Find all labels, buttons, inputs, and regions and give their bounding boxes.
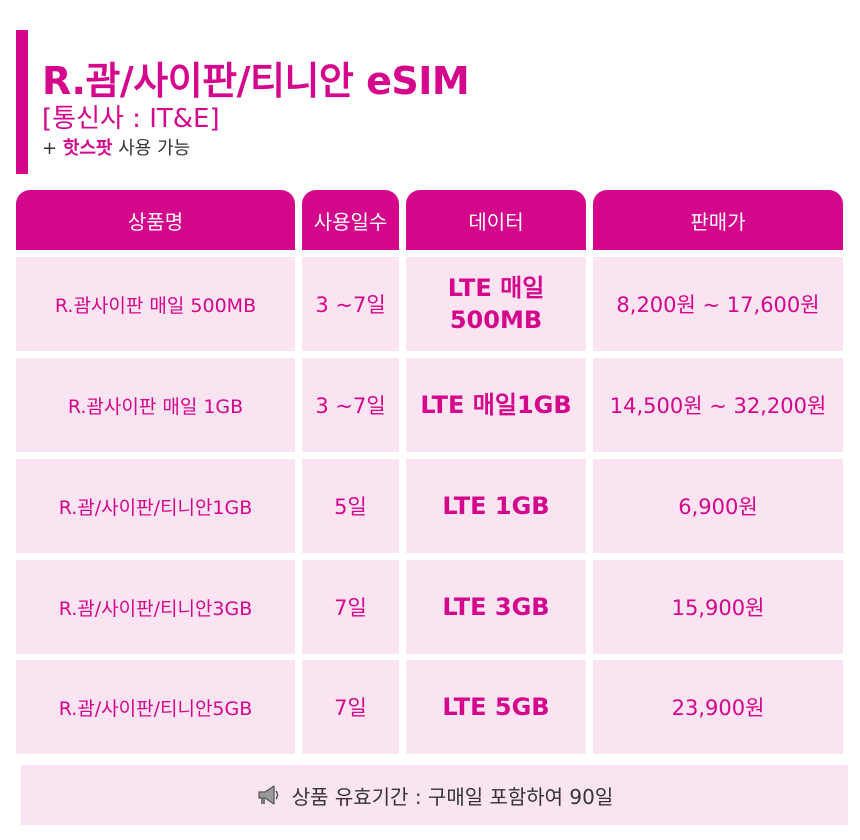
hotspot-note: + 핫스팟 사용 가능	[42, 134, 190, 160]
cell-product-name: R.괌/사이판/티니안1GB	[16, 459, 295, 553]
cell-product-name: R.괌사이판 매일 500MB	[16, 257, 295, 351]
page-title: R.괌/사이판/티니안 eSIM	[42, 59, 470, 103]
cell-price: 8,200원 ~ 17,600원	[593, 257, 843, 351]
header-price: 판매가	[593, 190, 843, 250]
cell-days: 5일	[302, 459, 399, 553]
hotspot-highlight: 핫스팟	[62, 138, 113, 159]
hotspot-prefix: +	[42, 138, 63, 159]
cell-data: LTE 3GB	[406, 560, 586, 654]
accent-bar	[16, 30, 28, 174]
cell-data: LTE 매일1GB	[406, 358, 586, 452]
hotspot-suffix: 사용 가능	[112, 138, 191, 159]
cell-price: 14,500원 ~ 32,200원	[593, 358, 843, 452]
cell-price: 15,900원	[593, 560, 843, 654]
cell-product-name: R.괌사이판 매일 1GB	[16, 358, 295, 452]
cell-price: 6,900원	[593, 459, 843, 553]
cell-days: 3 ~7일	[302, 358, 399, 452]
cell-days: 7일	[302, 660, 399, 754]
carrier-label: [통신사 : IT&E]	[42, 104, 220, 134]
header-data: 데이터	[406, 190, 586, 250]
header: R.괌/사이판/티니안 eSIM [통신사 : IT&E] + 핫스팟 사용 가…	[16, 30, 836, 174]
header-product-name: 상품명	[16, 190, 295, 250]
cell-data: LTE 1GB	[406, 459, 586, 553]
cell-product-name: R.괌/사이판/티니안3GB	[16, 560, 295, 654]
cell-data: LTE 매일 500MB	[406, 257, 586, 351]
cell-product-name: R.괌/사이판/티니안5GB	[16, 660, 295, 754]
megaphone-icon	[256, 782, 282, 808]
header-days: 사용일수	[302, 190, 399, 250]
cell-days: 7일	[302, 560, 399, 654]
cell-price: 23,900원	[593, 660, 843, 754]
cell-data: LTE 5GB	[406, 660, 586, 754]
validity-text: 상품 유효기간 : 구매일 포함하여 90일	[291, 784, 614, 809]
cell-days: 3 ~7일	[302, 257, 399, 351]
validity-notice: 상품 유효기간 : 구매일 포함하여 90일	[21, 765, 848, 825]
